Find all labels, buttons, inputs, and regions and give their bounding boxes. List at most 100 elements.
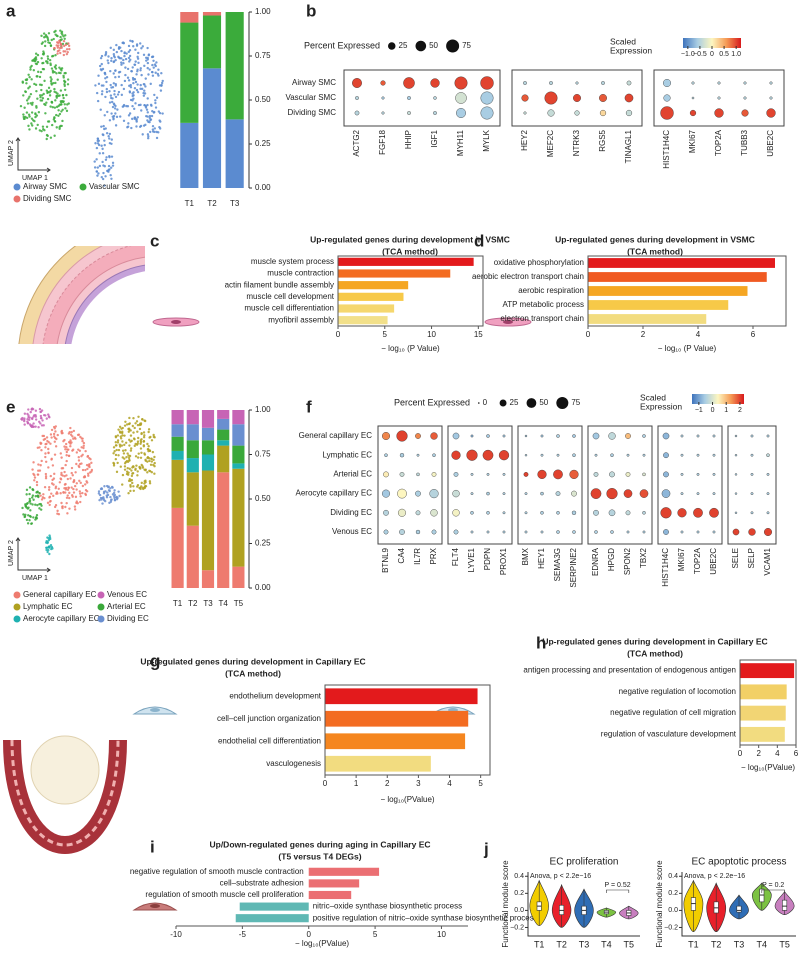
umap-cell [112, 54, 116, 58]
dot [556, 434, 560, 438]
umap-cell [23, 515, 26, 519]
umap-cell [108, 90, 111, 93]
dot [766, 108, 776, 118]
color-legend-title: Scaled [610, 36, 636, 46]
x-tick-label: 2 [385, 779, 390, 788]
gene-label: TINAGL1 [624, 129, 633, 163]
umap-cell [81, 468, 85, 472]
umap-cell [113, 107, 117, 110]
umap-cell [136, 474, 139, 477]
gene-label: FLT4 [451, 547, 460, 566]
umap-cell [27, 113, 31, 116]
dot [608, 509, 616, 517]
umap-cell [84, 489, 88, 492]
umap-cell [147, 73, 150, 76]
dot [521, 94, 529, 102]
dot [355, 96, 359, 100]
bar-segment [201, 410, 215, 428]
umap-cell [151, 450, 155, 454]
umap-cell [124, 66, 127, 69]
umap-cell [69, 439, 72, 442]
group-frame [517, 425, 583, 545]
y-axis-label: Functional module score [655, 860, 664, 948]
umap-cell [153, 455, 156, 459]
umap-cell [95, 91, 99, 95]
umap-cell [60, 471, 63, 475]
umap-cell [54, 54, 57, 57]
umap-cell [100, 93, 104, 96]
y-tick-label: 0.25 [255, 539, 271, 548]
umap-cell [73, 508, 77, 511]
umap-cell [50, 67, 54, 70]
bar [338, 316, 388, 325]
x-tick-label: 0 [323, 779, 328, 788]
legend-label: Arterial EC [107, 602, 146, 611]
umap-cell [129, 429, 132, 432]
umap-cell [28, 486, 32, 489]
umap-cell [34, 56, 38, 59]
umap-cell [102, 490, 106, 494]
umap-cell [28, 423, 32, 426]
x-tick-label: 4 [447, 779, 452, 788]
umap-cell [84, 483, 87, 486]
umap-cell [128, 459, 131, 462]
umap-cell [63, 470, 66, 474]
umap-cell [63, 71, 66, 75]
umap-cell [131, 466, 134, 469]
umap-cell [146, 46, 149, 50]
umap-cell [44, 455, 47, 459]
dot [660, 106, 674, 120]
term-label: regulation of smooth muscle cell prolife… [145, 890, 303, 899]
umap-cell [102, 496, 105, 499]
legend-swatch [13, 591, 21, 599]
umap-cell [60, 69, 63, 72]
umap-cell [143, 89, 146, 92]
color-bar [683, 38, 741, 48]
umap-cell [65, 459, 68, 463]
umap-cell [153, 472, 156, 475]
dot [748, 528, 756, 536]
umap-cell [114, 69, 117, 72]
umap-cell [112, 72, 115, 75]
umap-cell [105, 90, 109, 94]
dot [354, 110, 360, 116]
dot [524, 434, 528, 438]
umap-cell [40, 88, 43, 92]
bar [338, 281, 409, 290]
x-tick-label: T3 [734, 939, 745, 949]
umap-cell [35, 513, 39, 517]
row-label: Vascular SMC [285, 93, 336, 102]
umap-cell [52, 432, 56, 436]
umap-cell [63, 445, 66, 448]
bar-segment [186, 525, 199, 588]
dot [470, 492, 474, 495]
umap-cell [136, 430, 139, 433]
umap-cell [107, 164, 111, 168]
umap-cell [23, 412, 27, 415]
umap-cell [129, 86, 133, 89]
dot [766, 453, 770, 457]
umap-cell [40, 449, 43, 452]
color-tick-label: −0.5 [693, 51, 707, 58]
bar [588, 258, 775, 268]
bar [325, 733, 466, 750]
umap-cell [137, 452, 140, 455]
umap-cell [47, 441, 50, 444]
gene-label: MYH11 [456, 129, 465, 156]
umap-cell [64, 107, 67, 110]
umap-cell [102, 124, 105, 128]
umap-cell [114, 75, 117, 79]
umap-cell [59, 35, 62, 39]
umap-cell [136, 423, 140, 427]
umap-cell [93, 160, 96, 163]
umap-cell [59, 492, 62, 495]
umap-cell [127, 122, 130, 125]
umap-cell [113, 89, 116, 93]
bar [588, 314, 707, 324]
umap-cell [70, 466, 74, 470]
umap-cell [44, 460, 48, 464]
umap-cell [48, 58, 52, 62]
dot [709, 507, 719, 518]
umap-cell [43, 485, 47, 489]
dot [399, 453, 405, 458]
